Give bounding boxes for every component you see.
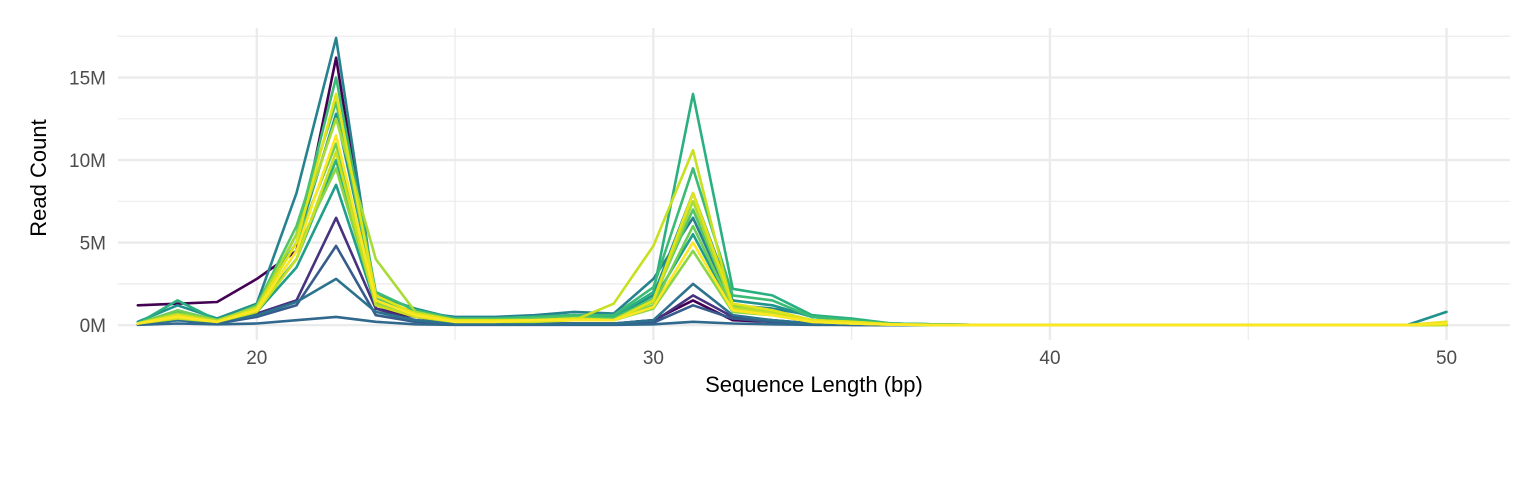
x-axis-title: Sequence Length (bp)	[705, 372, 923, 397]
y-tick-label: 10M	[69, 151, 106, 172]
y-axis-title: Read Count	[26, 119, 51, 236]
x-tick-label: 20	[246, 348, 267, 369]
x-tick-label: 30	[643, 348, 664, 369]
y-tick-label: 0M	[80, 316, 106, 337]
series-line-16	[136, 92, 1448, 327]
y-tick-label: 5M	[80, 234, 106, 255]
y-axis-tick-labels: 0M 5M 10M 15M	[69, 69, 106, 338]
series-line-17	[136, 134, 1448, 327]
x-tick-label: 40	[1039, 348, 1060, 369]
x-tick-label: 50	[1436, 348, 1457, 369]
y-tick-label: 15M	[69, 69, 106, 90]
series-line-11	[136, 101, 1448, 327]
x-axis-tick-labels: 20 30 40 50	[246, 348, 1457, 369]
series-line-9	[136, 92, 1448, 327]
series-line-3	[136, 244, 1448, 327]
series-lines	[136, 36, 1448, 327]
series-line-15	[136, 148, 1448, 327]
